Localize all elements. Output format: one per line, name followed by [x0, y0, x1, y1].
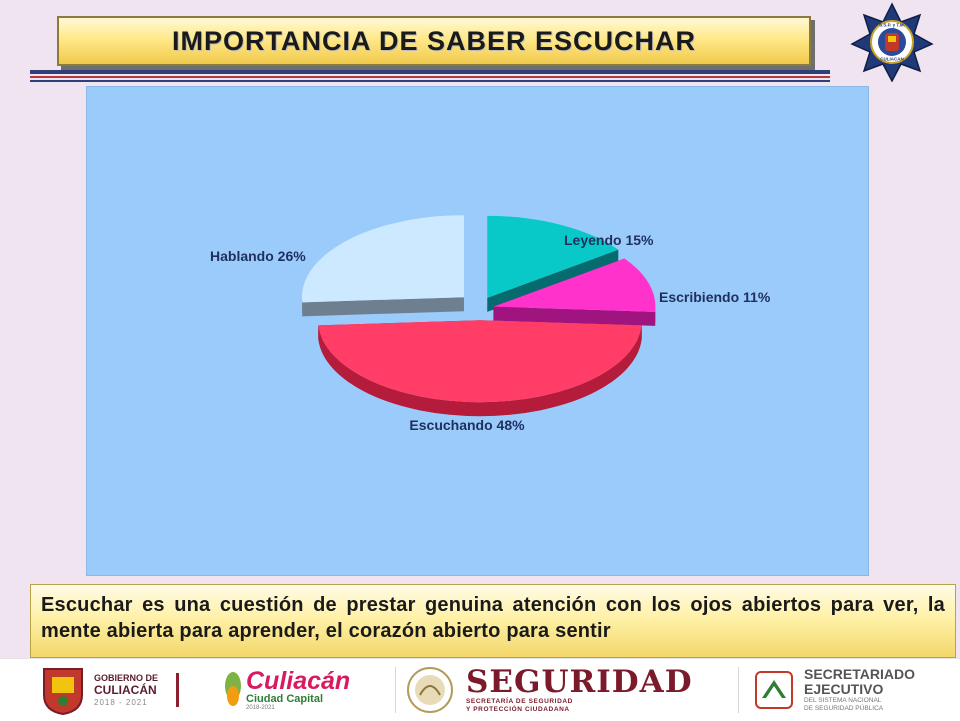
chart-panel: Leyendo 15% Escribiendo 11% Escuchando 48%… — [86, 86, 869, 576]
footer-separator — [738, 667, 739, 713]
footer-separator — [395, 667, 396, 713]
caption-box: Escuchar es una cuestión de prestar genu… — [30, 584, 956, 658]
title-banner: IMPORTANCIA DE SABER ESCUCHAR — [57, 16, 811, 66]
secretariado-emblem-icon — [752, 668, 796, 712]
badge-line2: CULIACAN — [880, 57, 904, 62]
secretariado-line2: EJECUTIVO — [804, 682, 915, 697]
culiacan-name: Culiacán — [246, 669, 350, 693]
gobierno-divider — [176, 673, 179, 707]
pie-slice-label: Escuchando 48% — [409, 417, 525, 433]
caption-text: Escuchar es una cuestión de prestar genu… — [41, 592, 945, 644]
secretariado-line1: SECRETARIADO — [804, 667, 915, 682]
pie-slice-label: Escribiendo 11% — [659, 289, 771, 305]
seguridad-logo: SEGURIDAD SECRETARÍA DE SEGURIDAD Y PROT… — [402, 659, 693, 721]
police-star-badge-icon: S.S.P. y T.M. CULIACAN — [850, 2, 934, 82]
seguridad-line2: Y PROTECCIÓN CIUDADANA — [466, 706, 693, 714]
pie-chart: Leyendo 15% Escribiendo 11% Escuchando 48%… — [87, 87, 868, 575]
pie-slice-label: Hablando 26% — [210, 248, 306, 264]
mexico-eagle-seal-icon — [402, 665, 458, 715]
gobierno-line2: CULIACÁN — [94, 684, 158, 697]
seguridad-title: SEGURIDAD — [466, 666, 693, 698]
badge-line1: S.S.P. y T.M. — [879, 23, 905, 28]
secretariado-line4: DE SEGURIDAD PÚBLICA — [804, 705, 915, 713]
pie-slice-4 — [302, 215, 464, 302]
gobierno-years: 2018 - 2021 — [94, 697, 158, 708]
header-rule-red — [30, 76, 830, 78]
header-rule-blue — [30, 70, 830, 74]
header-rule-blue-thin — [30, 80, 830, 82]
culiacan-years: 2018-2021 — [246, 705, 350, 711]
pie-slice-label: Leyendo 15% — [564, 232, 654, 248]
secretariado-logo: SECRETARIADO EJECUTIVO DEL SISTEMA NACIO… — [752, 659, 915, 721]
footer-logos: GOBIERNO DE CULIACÁN 2018 - 2021 Culiacá… — [0, 658, 960, 721]
gobierno-culiacan-logo: GOBIERNO DE CULIACÁN 2018 - 2021 — [40, 659, 179, 721]
leaf-icon — [222, 670, 244, 710]
gobierno-line1: GOBIERNO DE — [94, 673, 158, 684]
page-title: IMPORTANCIA DE SABER ESCUCHAR — [172, 26, 696, 57]
culiacan-shield-icon — [40, 665, 86, 715]
culiacan-ciudad-capital-logo: Culiacán Ciudad Capital 2018-2021 — [222, 659, 350, 721]
secretariado-line3: DEL SISTEMA NACIONAL — [804, 697, 915, 705]
